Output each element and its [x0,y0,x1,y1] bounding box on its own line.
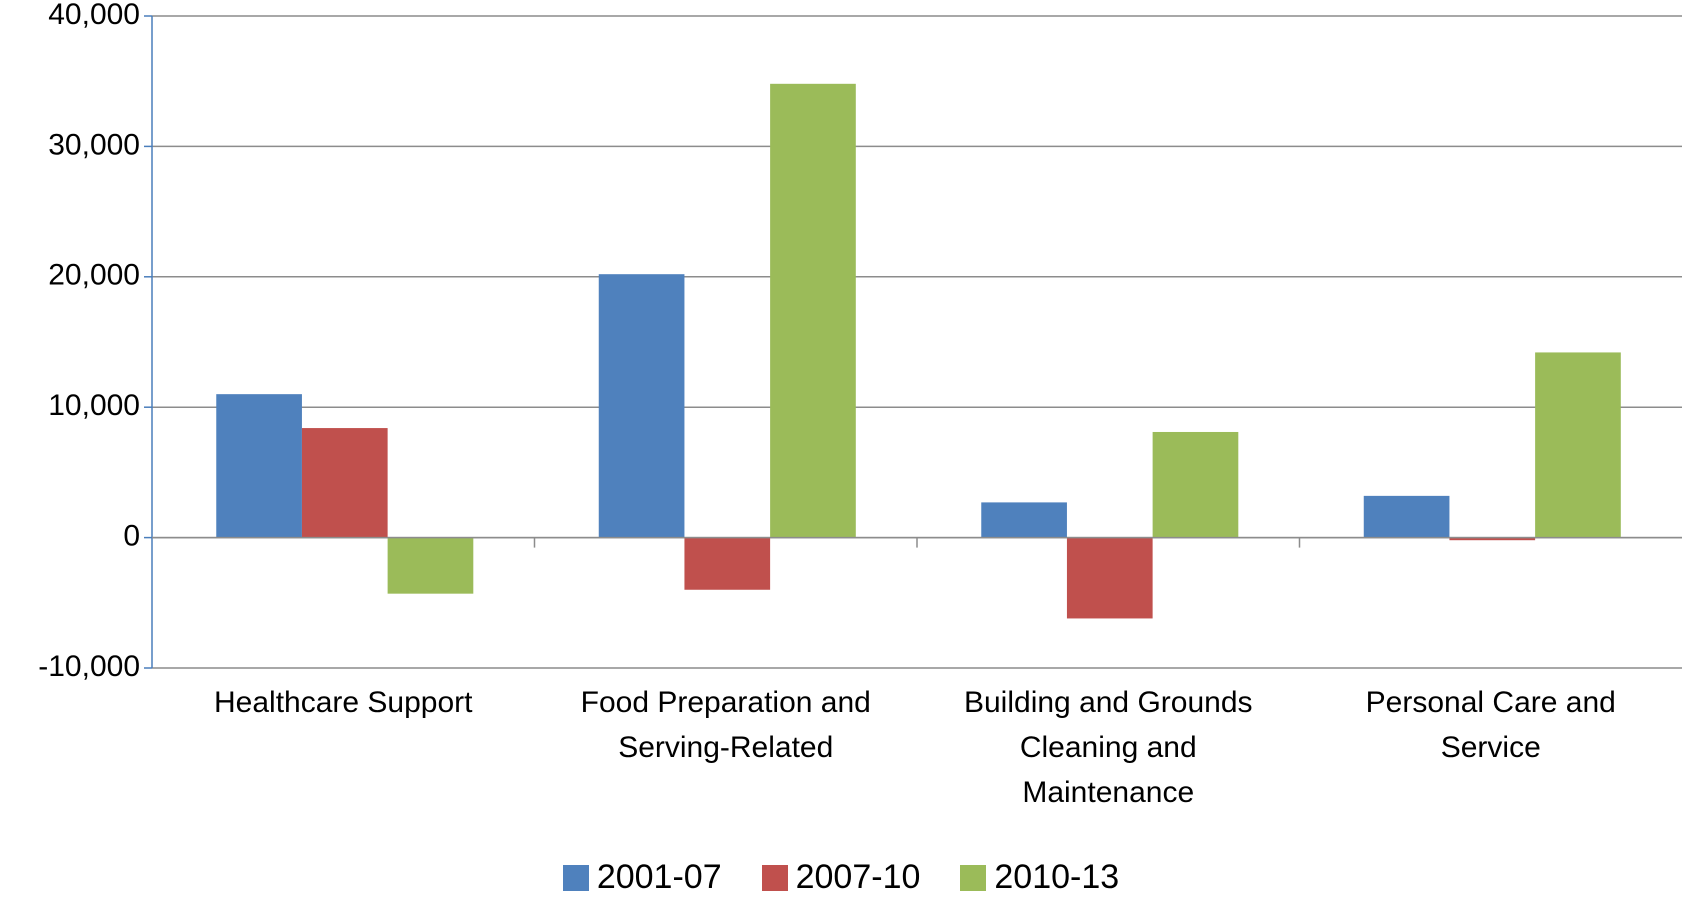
bar [1449,537,1536,541]
legend-item: 2007-10 [761,858,921,897]
bar [598,274,685,538]
y-tick-label: 20,000 [48,259,140,292]
bar [1363,495,1450,538]
y-tick-label: 0 [123,520,140,553]
x-tick-label: Healthcare Support [214,686,473,719]
bar [387,537,474,594]
legend-swatch [562,864,589,891]
x-tick-label: Food Preparation and Serving-Related [580,686,871,764]
bar [216,394,302,538]
bar [981,502,1067,538]
legend-swatch [960,864,987,891]
x-tick-label: Building and Grounds Cleaning and Mainte… [963,686,1253,809]
y-tick-label: 10,000 [48,389,140,422]
bar [301,428,388,538]
bar [684,537,771,590]
bar [770,83,856,538]
legend-label: 2001-07 [596,858,722,896]
legend-item: 2001-07 [562,858,722,897]
x-tick-label: Personal Care and Service [1365,686,1616,764]
legend-swatch [761,864,788,891]
y-tick-label: -10,000 [38,650,140,683]
y-tick-label: 40,000 [48,0,140,31]
legend-label: 2010-13 [994,858,1120,896]
bar [1152,431,1239,538]
bar [1535,352,1621,538]
legend: 2001-07 2007-10 2010-13 [0,858,1682,897]
y-tick-label: 30,000 [48,128,140,161]
legend-item: 2010-13 [960,858,1119,897]
legend-label: 2007-10 [795,858,921,896]
bar [1066,537,1153,619]
